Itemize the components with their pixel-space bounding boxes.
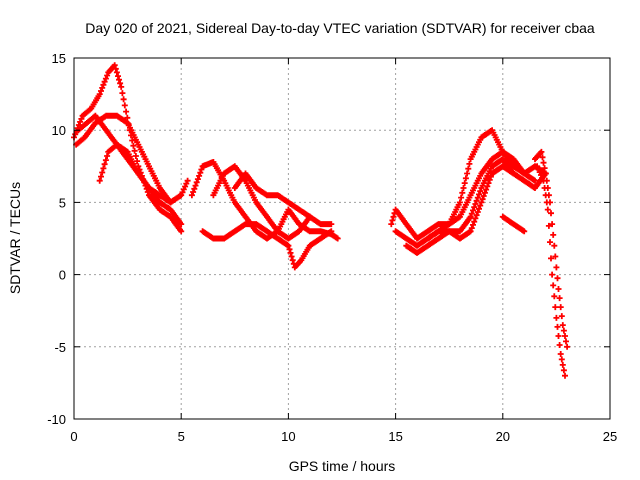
data-series bbox=[71, 62, 571, 379]
x-tick-label: 25 bbox=[603, 429, 617, 444]
series-sat-n bbox=[532, 148, 571, 350]
data-points-sat-c bbox=[73, 112, 191, 206]
chart-title: Day 020 of 2021, Sidereal Day-to-day VTE… bbox=[85, 20, 595, 36]
data-points-sat-f bbox=[210, 163, 313, 242]
data-points-sat-g bbox=[231, 170, 335, 228]
series-sat-o bbox=[534, 163, 568, 379]
plot-frame bbox=[73, 57, 611, 420]
y-tick-label: -5 bbox=[54, 340, 66, 355]
data-points-sat-d bbox=[96, 141, 174, 206]
series-sat-l bbox=[424, 163, 549, 242]
series-sat-g bbox=[231, 170, 335, 228]
series-sat-m bbox=[499, 213, 528, 235]
y-tick-label: 0 bbox=[59, 268, 66, 283]
x-tick-label: 15 bbox=[388, 429, 402, 444]
series-sat-d bbox=[96, 141, 174, 206]
axis-ticks: 0 5 10 15 20 25 -10 -5 0 5 10 15 bbox=[47, 51, 617, 444]
series-sat-k bbox=[403, 156, 517, 256]
y-tick-label: 10 bbox=[52, 123, 66, 138]
series-sat-c bbox=[73, 112, 191, 206]
y-axis-label: SDTVAR / TECUs bbox=[7, 182, 23, 294]
data-points-sat-m bbox=[499, 213, 528, 235]
data-points-sat-n bbox=[532, 148, 571, 350]
data-points-sat-h bbox=[199, 221, 335, 271]
data-points-sat-i bbox=[388, 127, 549, 242]
y-tick-label: -10 bbox=[47, 412, 66, 427]
data-points-sat-k bbox=[403, 156, 517, 256]
series-sat-f bbox=[210, 163, 313, 242]
y-tick-label: 15 bbox=[52, 51, 66, 66]
x-tick-label: 10 bbox=[281, 429, 295, 444]
grid-lines bbox=[74, 58, 610, 419]
series-sat-i bbox=[388, 127, 549, 242]
x-tick-label: 5 bbox=[178, 429, 185, 444]
data-points-sat-o bbox=[534, 163, 568, 379]
x-tick-label: 20 bbox=[496, 429, 510, 444]
series-sat-h bbox=[199, 221, 335, 271]
data-points-sat-l bbox=[424, 163, 549, 242]
x-tick-label: 0 bbox=[70, 429, 77, 444]
x-axis-label: GPS time / hours bbox=[289, 458, 396, 474]
y-tick-label: 5 bbox=[59, 195, 66, 210]
